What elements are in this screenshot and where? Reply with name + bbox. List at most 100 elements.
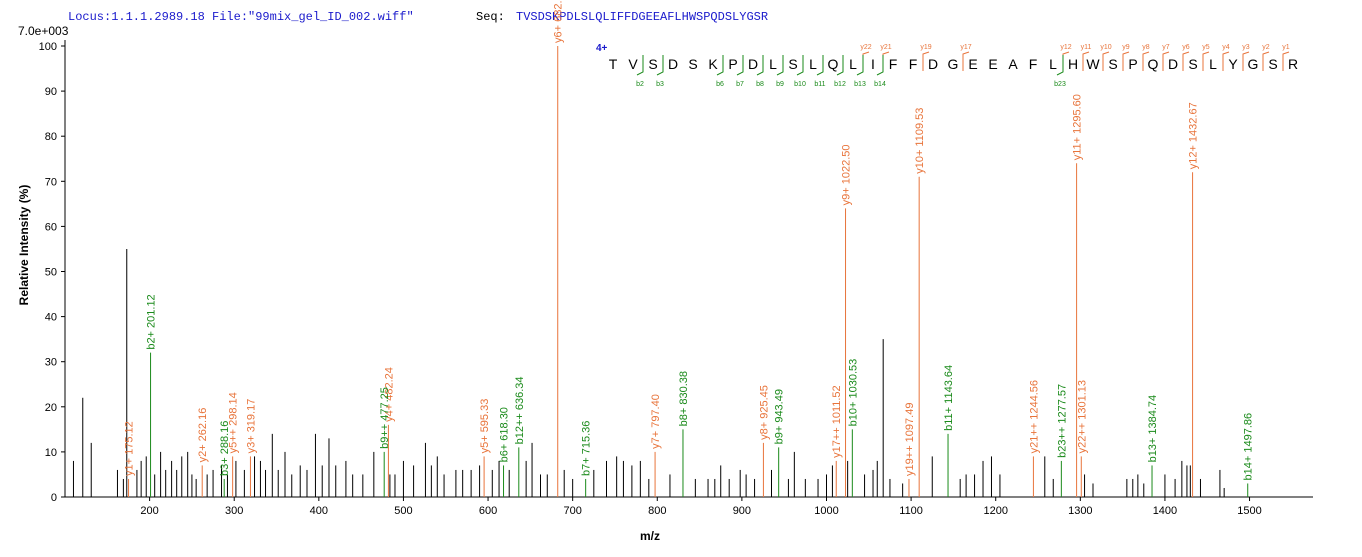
- peak-label: y2+ 262.16: [197, 408, 209, 463]
- residue: W: [1086, 56, 1100, 72]
- peak-label: b13+ 1384.74: [1147, 395, 1159, 463]
- y-ion: y2: [1262, 44, 1270, 51]
- residue: S: [1268, 56, 1277, 72]
- y-tick-label: 70: [45, 176, 57, 188]
- b-ion: b7: [736, 81, 744, 88]
- peak-label: b9+ 943.49: [774, 389, 786, 444]
- residue: I: [871, 56, 875, 72]
- y-ion: y8: [1142, 44, 1150, 51]
- y-ion-bracket: [1222, 51, 1230, 71]
- residue: G: [948, 56, 959, 72]
- peak-label: y9+ 1022.50: [841, 144, 853, 205]
- y-ion-bracket: [1242, 51, 1250, 71]
- x-tick-label: 800: [648, 505, 666, 517]
- b-ion: b13: [854, 81, 866, 88]
- y-ion: y9: [1122, 44, 1130, 51]
- residue: S: [1188, 56, 1197, 72]
- y-tick-label: 30: [45, 357, 57, 369]
- x-tick-label: 1500: [1237, 505, 1261, 517]
- residue: S: [688, 56, 697, 72]
- b-ion: b10: [794, 81, 806, 88]
- peak-label: b3+ 288.16: [219, 421, 231, 476]
- residue: F: [909, 56, 918, 72]
- b-ion-bracket: [756, 55, 764, 76]
- y-tick-label: 10: [45, 447, 57, 459]
- peak-label: y12+ 1432.67: [1188, 102, 1200, 169]
- y-ion: y1: [1282, 44, 1290, 51]
- b-ion: b11: [814, 81, 825, 88]
- y-tick-label: 50: [45, 267, 57, 279]
- b-ion: b14: [874, 81, 886, 88]
- x-tick-label: 600: [479, 505, 497, 517]
- peak-label: y19++ 1097.49: [904, 403, 916, 476]
- b-ion: b9: [776, 81, 784, 88]
- y-ion-bracket: [962, 51, 970, 71]
- y-ion-bracket: [1082, 51, 1090, 71]
- peak-label: y8+ 925.45: [758, 385, 770, 440]
- peak-label: y10+ 1109.53: [914, 108, 926, 174]
- residue: D: [668, 56, 678, 72]
- peak-label: b9++ 477.25: [379, 387, 391, 449]
- residue: G: [1248, 56, 1259, 72]
- peak-label: b12++ 636.34: [514, 376, 526, 444]
- residue: L: [769, 56, 777, 72]
- seq-label: Seq:: [476, 10, 505, 24]
- y-ion-bracket: [862, 51, 870, 71]
- peak-label: y6+ 682.36: [553, 0, 565, 43]
- residue: Q: [828, 56, 839, 72]
- b-ion-bracket: [736, 55, 744, 76]
- y-ion-bracket: [1202, 51, 1210, 71]
- b-ion: b6: [716, 81, 724, 88]
- y-ion: y17: [960, 44, 971, 51]
- b-ion-bracket: [656, 55, 664, 76]
- x-axis-label: m/z: [640, 529, 660, 543]
- y-ion: y4: [1222, 44, 1230, 51]
- x-tick-label: 200: [140, 505, 158, 517]
- peak-label: b8+ 830.38: [678, 371, 690, 426]
- x-tick-label: 900: [733, 505, 751, 517]
- y-ion-bracket: [1142, 51, 1150, 71]
- residue: L: [1209, 56, 1217, 72]
- y-ion: y21: [880, 44, 891, 51]
- residue: F: [1029, 56, 1038, 72]
- scale-label: 7.0e+003: [18, 24, 69, 38]
- y-tick-label: 80: [45, 131, 57, 143]
- peak-label: y3+ 319.17: [245, 399, 257, 454]
- x-tick-label: 500: [394, 505, 412, 517]
- y-tick-label: 90: [45, 86, 57, 98]
- residue: S: [648, 56, 657, 72]
- peak-label: y5+ 595.33: [479, 399, 491, 454]
- b-ion-bracket: [836, 55, 844, 76]
- peak-label: b7+ 715.36: [581, 421, 593, 476]
- y-ion: y3: [1242, 44, 1250, 51]
- residue: L: [1049, 56, 1057, 72]
- residue: R: [1288, 56, 1298, 72]
- residue: D: [928, 56, 938, 72]
- y-ion-bracket: [1122, 51, 1130, 71]
- peak-label: b11+ 1143.64: [943, 365, 955, 431]
- y-ion-bracket: [1182, 51, 1190, 71]
- residue: P: [728, 56, 737, 72]
- y-tick-label: 100: [39, 41, 57, 53]
- residue: L: [849, 56, 857, 72]
- b-ion: b12: [834, 81, 846, 88]
- y-ion-bracket: [1162, 51, 1170, 71]
- y-ion-bracket: [1282, 51, 1290, 71]
- x-tick-label: 1100: [899, 505, 923, 517]
- residue: D: [1168, 56, 1178, 72]
- b-ion-bracket: [856, 55, 864, 76]
- y-ion-bracket: [922, 51, 930, 71]
- peak-label: y4+ 482.24: [383, 367, 395, 422]
- peak-label: y7+ 797.40: [650, 394, 662, 449]
- residue: E: [968, 56, 977, 72]
- x-tick-label: 300: [225, 505, 243, 517]
- seq: TVSDSKPDLSLQLIFFDGEEAFLHWSPQDSLYGSR: [516, 10, 768, 24]
- residue: P: [1128, 56, 1137, 72]
- x-tick-label: 1000: [814, 505, 838, 517]
- peak-label: b14+ 1497.86: [1243, 413, 1255, 481]
- residue: D: [748, 56, 758, 72]
- residue: Y: [1228, 56, 1238, 72]
- peak-label: b10+ 1030.53: [847, 359, 859, 427]
- x-tick-label: 1200: [983, 505, 1007, 517]
